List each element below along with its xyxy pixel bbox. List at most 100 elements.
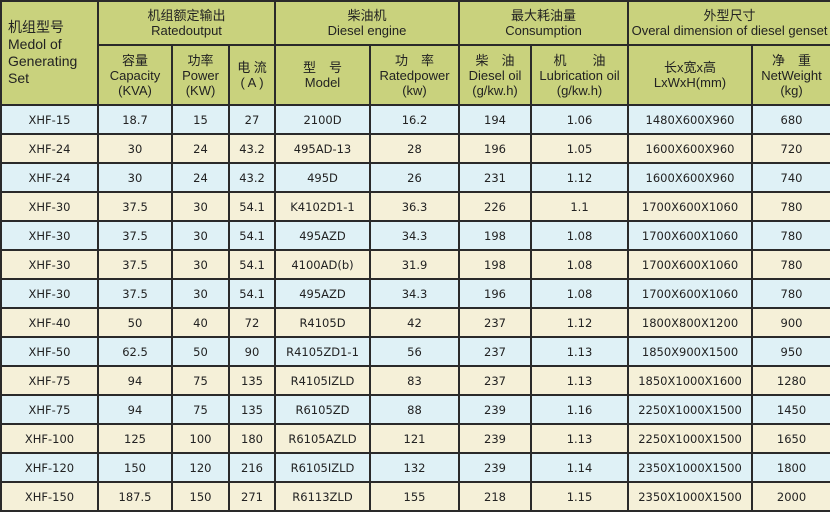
table-cell: 26 [369, 162, 460, 193]
table-cell: 43.2 [228, 133, 276, 164]
table-row: XHF-24 30 24 43.2 495AD-13 28 196 1.05 1600X600X… [0, 133, 830, 164]
table-cell: 83 [369, 365, 460, 396]
table-cell: 780 [751, 278, 830, 309]
table-cell: 1800X800X1200 [627, 307, 754, 338]
table-cell: XHF-30 [0, 278, 99, 309]
table-cell: R6105AZLD [274, 423, 371, 454]
table-cell: 226 [458, 191, 532, 222]
header-model: 机组型号 Medol of Generating Set [0, 0, 99, 106]
header-dimension-en: Overal dimension of diesel genset [631, 23, 828, 38]
subheader-column: 功率 Power (KW) [171, 44, 230, 106]
table-cell: 24 [171, 133, 230, 164]
table-cell: XHF-30 [0, 191, 99, 222]
subheader-en: NetWeight [761, 67, 822, 83]
table-cell: 54.1 [228, 249, 276, 280]
table-cell: 28 [369, 133, 460, 164]
subheader-en: Model [304, 75, 341, 90]
header-rated-output-en: Ratedoutput [151, 23, 222, 38]
table-cell: 54.1 [228, 220, 276, 251]
table-cell: 237 [458, 307, 532, 338]
table-cell: 135 [228, 394, 276, 425]
header-diesel-engine-en: Diesel engine [327, 23, 407, 38]
table-cell: 34.3 [369, 278, 460, 309]
table-row: XHF-15 18.7 15 27 2100D 16.2 194 1.06 1480X600X9… [0, 104, 830, 135]
table-cell: 495AZD [274, 220, 371, 251]
table-cell: 1700X600X1060 [627, 191, 754, 222]
table-cell: 88 [369, 394, 460, 425]
table-cell: 1850X1000X1600 [627, 365, 754, 396]
table-cell: 239 [458, 452, 532, 483]
subheader-en: Ratedpower [379, 67, 450, 83]
table-cell: 1600X600X960 [627, 162, 754, 193]
table-cell: 1.13 [529, 423, 630, 454]
subheader-zh: 柴 油 [475, 52, 515, 68]
table-cell: 30 [97, 133, 173, 164]
table-row: XHF-100 125 100 180 R6105AZLD 121 239 1.13 2250X… [0, 423, 830, 454]
table-cell: 150 [97, 452, 173, 483]
table-cell: 75 [171, 394, 230, 425]
table-cell: XHF-24 [0, 162, 99, 193]
subheader-en: Diesel oil [468, 67, 522, 83]
header-rated-output-zh: 机组额定输出 [147, 8, 226, 23]
table-cell: 30 [97, 162, 173, 193]
table-cell: 194 [458, 104, 532, 135]
table-cell: 54.1 [228, 191, 276, 222]
table-cell: 2350X1000X1500 [627, 452, 754, 483]
header-diesel-engine-zh: 柴油机 [347, 8, 387, 23]
table-cell: 15 [171, 104, 230, 135]
table-cell: 42 [369, 307, 460, 338]
table-cell: R6113ZLD [274, 481, 371, 512]
table-cell: 30 [171, 249, 230, 280]
table-cell: 1280 [751, 365, 830, 396]
table-cell: 1850X900X1500 [627, 336, 754, 367]
table-cell: 780 [751, 191, 830, 222]
table-cell: 37.5 [97, 220, 173, 251]
table-cell: 120 [171, 452, 230, 483]
header-model-zh: 机组型号 [8, 19, 64, 35]
table-cell: XHF-30 [0, 220, 99, 251]
table-cell: R4105IZLD [274, 365, 371, 396]
table-cell: 1.13 [529, 336, 630, 367]
table-cell: 2000 [751, 481, 830, 512]
table-cell: XHF-75 [0, 365, 99, 396]
table-cell: 2250X1000X1500 [627, 394, 754, 425]
table-cell: 1800 [751, 452, 830, 483]
table-cell: 37.5 [97, 278, 173, 309]
subheader-en: Capacity [109, 67, 161, 83]
table-cell: 24 [171, 162, 230, 193]
table-cell: 1.08 [529, 278, 630, 309]
table-row: XHF-40 50 40 72 R4105D 42 237 1.12 1800X800X1200… [0, 307, 830, 338]
table-row: XHF-30 37.5 30 54.1 4100AD(b) 31.9 198 1.08 1700… [0, 249, 830, 280]
subheader-column: 功 率 Ratedpower (kw) [369, 44, 460, 106]
table-cell: 132 [369, 452, 460, 483]
table-cell: 56 [369, 336, 460, 367]
table-cell: 31.9 [369, 249, 460, 280]
header-rated-output: 机组额定输出 Ratedoutput [97, 0, 276, 46]
subheader-column: 净 重 NetWeight (kg) [751, 44, 830, 106]
table-cell: 37.5 [97, 249, 173, 280]
table-cell: 135 [228, 365, 276, 396]
subheader-zh: 净 重 [772, 52, 812, 68]
table-cell: XHF-24 [0, 133, 99, 164]
subheader-unit: ( A ) [240, 75, 264, 90]
table-cell: 150 [171, 481, 230, 512]
table-cell: XHF-75 [0, 394, 99, 425]
table-cell: XHF-30 [0, 249, 99, 280]
table-cell: 50 [97, 307, 173, 338]
table-cell: 40 [171, 307, 230, 338]
table-cell: 780 [751, 249, 830, 280]
table-cell: 900 [751, 307, 830, 338]
table-cell: 1650 [751, 423, 830, 454]
table-cell: 950 [751, 336, 830, 367]
table-cell: 231 [458, 162, 532, 193]
header-model-en: Medol of Generating Set [8, 36, 78, 86]
table-cell: 125 [97, 423, 173, 454]
table-cell: 720 [751, 133, 830, 164]
subheader-unit: (kg) [780, 82, 803, 98]
table-cell: 72 [228, 307, 276, 338]
subheader-column: 电 流( A ) [228, 44, 276, 106]
table-cell: 30 [171, 191, 230, 222]
subheader-zh: 容量 [121, 52, 148, 68]
table-cell: 1.12 [529, 162, 630, 193]
